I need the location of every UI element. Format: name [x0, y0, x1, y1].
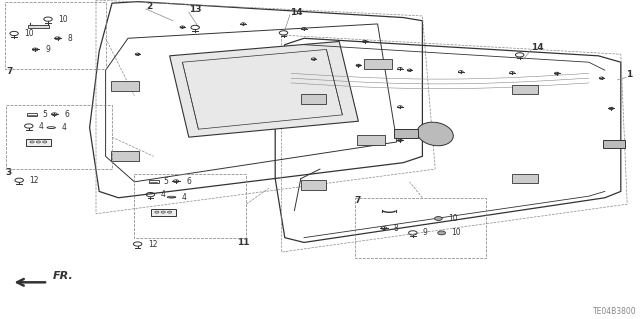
Bar	[394, 129, 418, 138]
Bar	[111, 151, 139, 161]
Text: 7: 7	[6, 67, 13, 76]
Text: 4: 4	[61, 123, 67, 132]
Text: TE04B3800: TE04B3800	[593, 308, 637, 316]
Text: 1: 1	[626, 70, 632, 79]
Circle shape	[30, 141, 34, 143]
Circle shape	[438, 231, 445, 235]
Text: 6: 6	[65, 110, 70, 119]
Bar	[301, 94, 326, 104]
Text: 14: 14	[531, 43, 544, 52]
Bar	[355, 198, 486, 258]
Polygon shape	[170, 41, 358, 137]
Text: 8: 8	[394, 224, 398, 233]
Bar	[357, 135, 385, 145]
Text: 11: 11	[237, 238, 250, 247]
Text: 12: 12	[148, 240, 157, 249]
Text: 5: 5	[42, 110, 47, 119]
Text: 4: 4	[39, 122, 44, 130]
Text: 7: 7	[354, 197, 360, 205]
Circle shape	[43, 141, 47, 143]
Text: 3: 3	[5, 168, 12, 177]
Bar	[5, 2, 106, 69]
Text: FR.: FR.	[52, 271, 73, 281]
Circle shape	[435, 217, 442, 220]
Text: 9: 9	[45, 45, 51, 54]
Bar	[26, 139, 51, 146]
Bar	[512, 85, 538, 94]
Bar	[134, 174, 246, 238]
Text: 10: 10	[58, 15, 68, 24]
Text: 12: 12	[29, 176, 39, 185]
Text: 10: 10	[448, 214, 458, 223]
Ellipse shape	[417, 122, 453, 146]
Text: 10: 10	[24, 29, 34, 38]
Circle shape	[155, 211, 159, 213]
Bar	[150, 209, 176, 216]
Text: 4: 4	[182, 193, 187, 202]
Circle shape	[36, 141, 40, 143]
Circle shape	[168, 211, 172, 213]
Bar	[364, 59, 392, 69]
Text: 9: 9	[422, 228, 428, 237]
Bar	[301, 180, 326, 190]
Text: 4: 4	[161, 190, 166, 199]
Text: 5: 5	[164, 177, 169, 186]
Text: 10: 10	[451, 228, 461, 237]
Text: 6: 6	[186, 177, 191, 186]
Bar	[603, 140, 625, 148]
Text: 8: 8	[68, 34, 72, 43]
Bar	[6, 105, 112, 169]
Circle shape	[161, 211, 165, 213]
Text: 2: 2	[146, 2, 152, 11]
Bar	[27, 114, 37, 116]
Bar	[28, 26, 49, 27]
Text: 14: 14	[290, 8, 303, 17]
Text: 13: 13	[189, 5, 202, 14]
Bar	[111, 81, 139, 91]
Bar	[148, 181, 159, 183]
Bar	[512, 174, 538, 183]
